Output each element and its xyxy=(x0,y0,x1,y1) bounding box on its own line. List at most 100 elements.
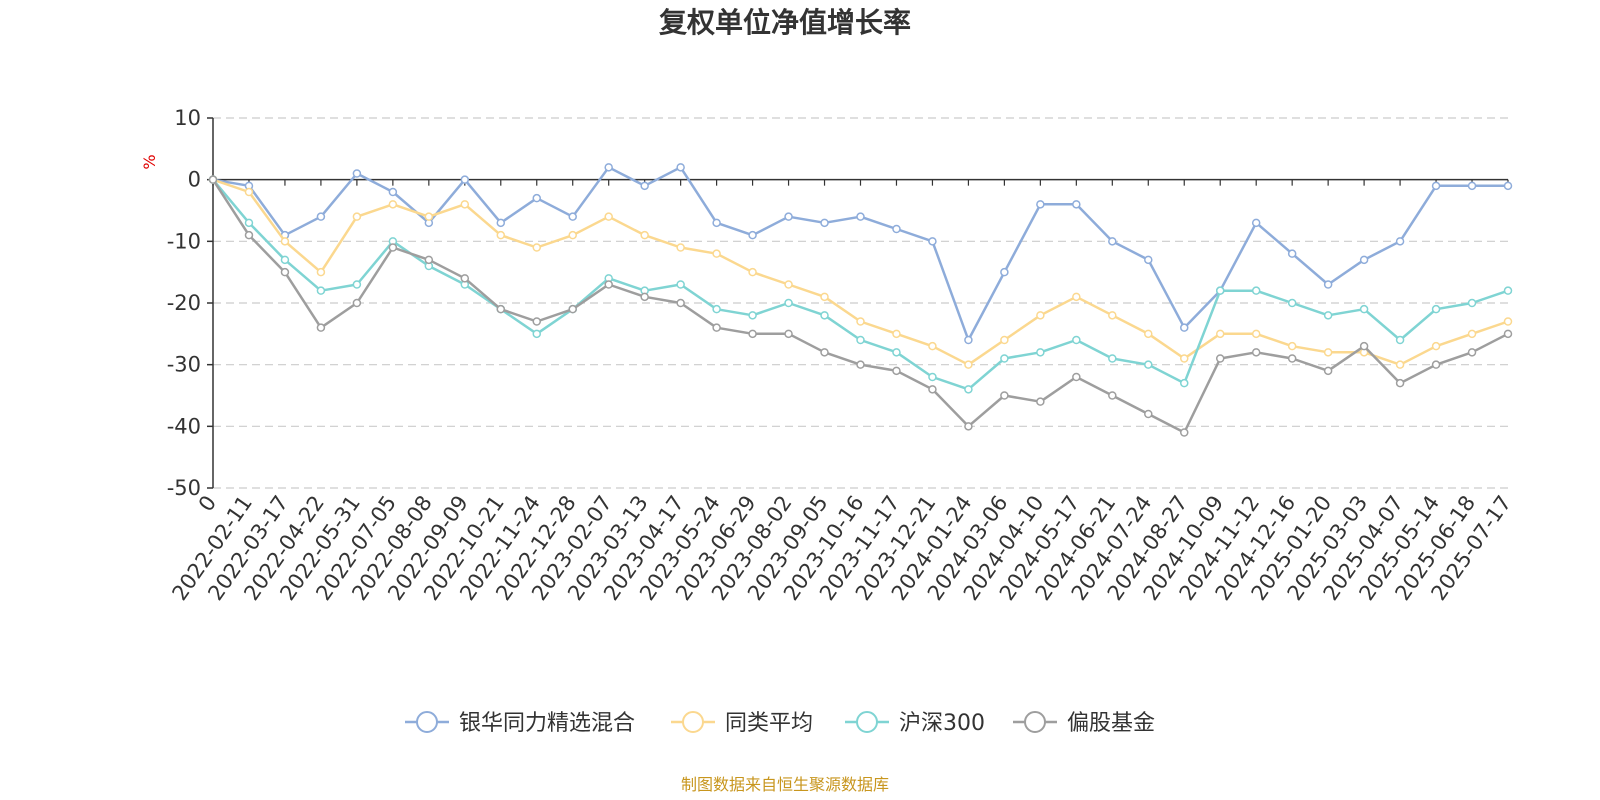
y-tick-label: 10 xyxy=(174,106,201,130)
data-point xyxy=(496,304,506,314)
data-point xyxy=(1431,304,1441,314)
data-point xyxy=(784,280,793,289)
data-point xyxy=(1251,348,1261,357)
data-point xyxy=(208,175,218,184)
data-point xyxy=(712,249,721,258)
data-point xyxy=(568,304,577,314)
y-tick-label: 0 xyxy=(188,168,201,192)
data-point xyxy=(1431,341,1441,351)
data-point xyxy=(676,163,685,172)
data-point xyxy=(1215,329,1225,339)
data-point xyxy=(892,224,901,234)
data-point xyxy=(964,385,973,394)
data-point xyxy=(640,292,649,302)
y-axis-label: % xyxy=(140,154,159,169)
data-point xyxy=(532,193,541,203)
data-point xyxy=(1108,391,1117,400)
series-lines xyxy=(208,163,1513,437)
data-point xyxy=(1503,329,1513,339)
data-point xyxy=(676,280,685,289)
legend: 银华同力精选混合 同类平均 沪深300 偏股基金 xyxy=(405,711,1155,736)
data-point xyxy=(712,323,721,332)
data-point xyxy=(1287,249,1297,258)
data-point xyxy=(424,255,434,265)
legend-marker-icon xyxy=(856,711,878,733)
data-point xyxy=(640,230,649,240)
data-point xyxy=(352,298,362,308)
y-tick-label: -10 xyxy=(167,229,201,253)
data-point xyxy=(532,317,541,326)
data-point xyxy=(1467,298,1477,308)
legend-item-0[interactable]: 银华同力精选混合 xyxy=(405,711,635,736)
x-axis-ticks: 02022-02-112022-03-172022-04-222022-05-3… xyxy=(167,178,1516,605)
data-point xyxy=(748,267,757,277)
data-point xyxy=(316,286,326,295)
data-point xyxy=(352,212,362,221)
data-point xyxy=(1144,255,1153,265)
data-point xyxy=(1072,292,1081,302)
data-point xyxy=(1215,354,1225,363)
data-point xyxy=(928,341,937,351)
legend-item-3[interactable]: 偏股基金 xyxy=(1013,711,1155,736)
data-point xyxy=(1108,237,1117,246)
y-tick-label: -40 xyxy=(167,414,201,438)
y-tick-label: -30 xyxy=(167,353,201,377)
data-point xyxy=(784,212,793,221)
data-point xyxy=(676,243,685,252)
data-point xyxy=(1323,280,1333,289)
data-point xyxy=(928,237,937,246)
data-point xyxy=(784,329,793,339)
data-point xyxy=(1180,354,1189,363)
y-tick-label: -50 xyxy=(167,476,201,500)
data-point xyxy=(856,317,865,326)
legend-label: 沪深300 xyxy=(899,711,985,736)
data-point xyxy=(784,298,793,308)
data-point xyxy=(1467,348,1477,357)
data-point xyxy=(1359,255,1369,265)
data-point xyxy=(892,348,901,357)
data-point xyxy=(604,163,613,172)
data-point xyxy=(532,243,541,252)
data-point xyxy=(1395,237,1405,246)
data-point xyxy=(1395,378,1405,388)
data-point xyxy=(1359,341,1369,351)
data-point xyxy=(388,187,398,197)
data-point xyxy=(1431,181,1441,191)
data-point xyxy=(1395,360,1405,369)
legend-item-2[interactable]: 沪深300 xyxy=(845,711,985,736)
data-point xyxy=(1108,354,1117,363)
data-point xyxy=(676,298,685,308)
data-point xyxy=(856,360,865,369)
data-point xyxy=(244,218,254,228)
data-point xyxy=(1395,335,1405,345)
data-point xyxy=(568,212,577,221)
data-point xyxy=(568,230,577,240)
legend-marker-icon xyxy=(416,711,438,733)
data-point xyxy=(460,200,470,209)
data-point xyxy=(1503,286,1513,295)
data-point xyxy=(1359,304,1369,314)
data-point xyxy=(1036,200,1045,209)
data-point xyxy=(1036,311,1045,320)
legend-marker-icon xyxy=(682,711,704,733)
data-point xyxy=(496,218,506,228)
legend-item-1[interactable]: 同类平均 xyxy=(671,711,813,736)
data-point xyxy=(964,335,973,345)
source-note: 制图数据来自恒生聚源数据库 xyxy=(681,775,889,794)
data-point xyxy=(748,230,757,240)
data-point xyxy=(352,169,362,178)
data-point xyxy=(424,212,434,221)
data-point xyxy=(856,212,865,221)
data-point xyxy=(892,329,901,339)
data-point xyxy=(712,304,721,314)
data-point xyxy=(928,385,937,394)
data-point xyxy=(1503,181,1513,191)
data-point xyxy=(1036,397,1045,406)
data-point xyxy=(460,274,470,283)
grid-lines xyxy=(213,117,1508,489)
data-point xyxy=(1180,378,1189,388)
data-point xyxy=(820,348,829,357)
data-point xyxy=(748,329,757,339)
data-point xyxy=(280,267,290,277)
